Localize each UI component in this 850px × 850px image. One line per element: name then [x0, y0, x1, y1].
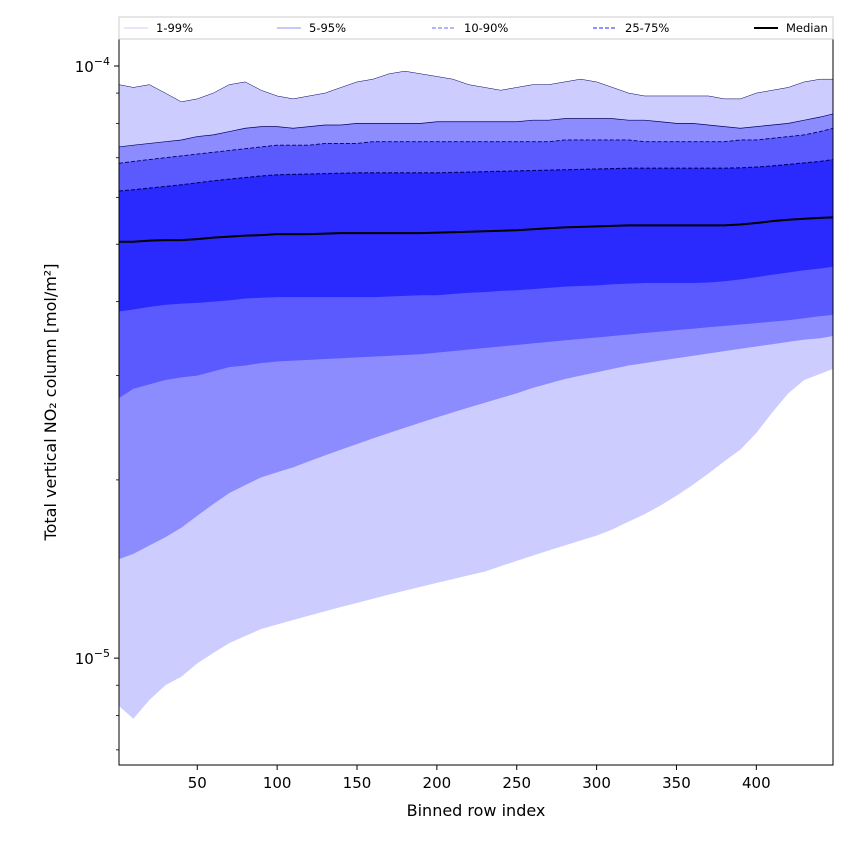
band-25-75pct [119, 159, 833, 312]
x-tick-label: 200 [423, 774, 452, 792]
x-tick-label: 50 [188, 774, 207, 792]
x-tick-label: 250 [502, 774, 531, 792]
legend-label-4: Median [786, 21, 828, 35]
legend-label-0: 1-99% [156, 21, 193, 35]
band-edge-5-95pct [118, 113, 834, 148]
legend: 1-99% 5-95% 10-90% 25-75% Median [118, 16, 834, 40]
y-tick-label: 10−4 [75, 55, 110, 76]
legend-box [118, 16, 834, 40]
y-axis: 10−5 10−4 [75, 55, 119, 751]
legend-label-3: 25-75% [625, 21, 669, 35]
median-line [119, 216, 834, 243]
x-tick-label: 300 [582, 774, 611, 792]
x-axis-label: Binned row index [407, 801, 546, 820]
x-axis: 50 100 150 200 250 300 350 400 [188, 765, 771, 792]
y-axis-label: Total vertical NO₂ column [mol/m²] [41, 264, 60, 542]
median-layer [119, 216, 834, 243]
legend-label-2: 10-90% [464, 21, 508, 35]
x-tick-label: 400 [742, 774, 771, 792]
legend-label-1: 5-95% [309, 21, 346, 35]
x-tick-label: 350 [662, 774, 691, 792]
y-tick-label: 10−5 [75, 647, 110, 668]
x-tick-label: 150 [343, 774, 372, 792]
band-edge-1-99pct [118, 70, 833, 103]
x-tick-label: 100 [263, 774, 292, 792]
